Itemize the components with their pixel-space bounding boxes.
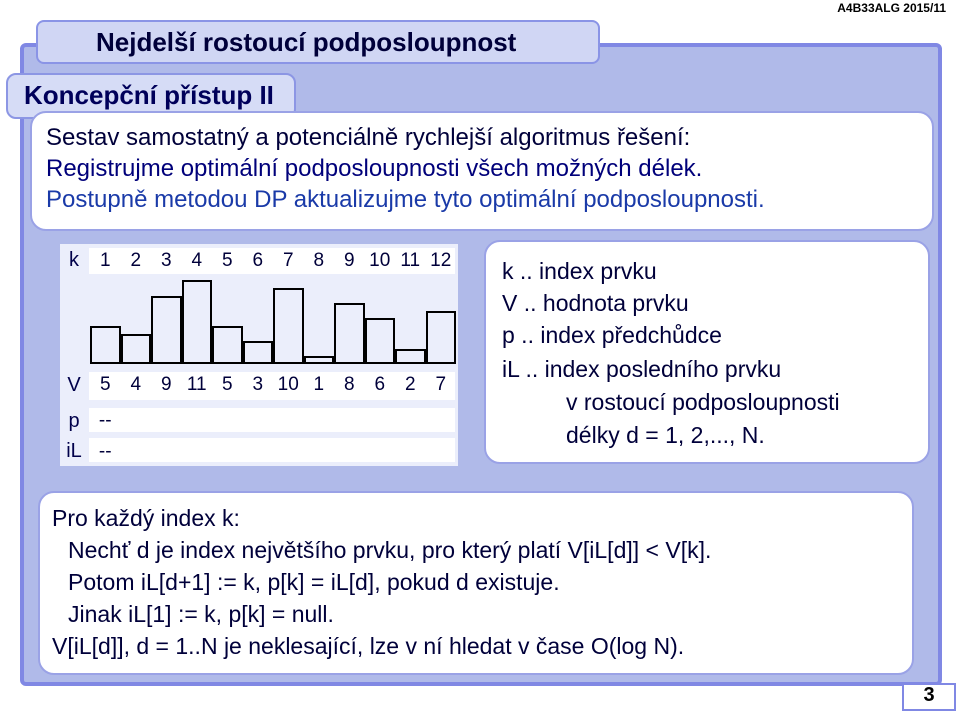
value-bar [90,326,121,364]
k-cell: 8 [313,250,325,271]
p-row-label: p [68,410,80,432]
rule-line: Nechť d je index největšího prvku, pro k… [68,537,712,563]
il-cell: -- [98,441,112,462]
rule-line: V[iL[d]], d = 1..N je neklesající, lze v… [52,633,685,659]
legend-line: iL .. index posledního prvku [502,356,782,382]
legend-line: V .. hodnota prvku [502,290,689,316]
v-cell: 3 [252,374,264,395]
k-cell: 5 [221,250,233,271]
value-bar [303,356,334,364]
k-cell: 3 [160,250,172,271]
legend-box [484,240,930,464]
p-cell: -- [98,410,112,431]
rule-box [38,491,914,675]
v-row-label: V [67,374,81,396]
title-tab [36,20,600,64]
v-cell: 2 [404,374,416,395]
k-cell: 10 [369,250,391,271]
k-cell: 1 [99,250,111,271]
value-bar [151,295,182,364]
rule-line: Pro každý index k: [52,505,240,531]
p-row [89,408,455,432]
il-row [89,438,455,462]
slide-subtitle: Koncepční přístup II [24,80,274,110]
k-cell: 4 [191,250,203,271]
intro-line: Postupně metodou DP aktualizujme tyto op… [46,186,765,213]
v-row [89,372,455,400]
v-cell: 5 [99,374,111,395]
value-bar [273,288,304,364]
value-bar [395,348,426,364]
k-cell: 2 [130,250,142,271]
v-cell: 10 [277,374,299,395]
value-bar [242,341,273,364]
il-row-label: iL [66,440,82,462]
slide-title: Nejdelší rostoucí podposloupnost [96,27,517,57]
v-cell: 7 [435,374,447,395]
value-bar [120,333,151,364]
value-bar [181,280,212,364]
legend-line: délky d = 1, 2,..., N. [566,422,765,448]
intro-box [30,111,934,231]
rule-line: Jinak iL[1] := k, p[k] = null. [68,601,334,627]
v-cell: 11 [186,374,207,395]
rule-line: Potom iL[d+1] := k, p[k] = iL[d], pokud … [68,569,560,595]
k-row [89,248,455,274]
k-cell: 9 [343,250,355,271]
v-cell: 4 [130,374,142,395]
v-cell: 1 [313,374,325,395]
v-cell: 8 [343,374,355,395]
value-bar [212,326,243,364]
legend-line: v rostoucí podposloupnosti [566,389,840,415]
k-cell: 7 [282,250,294,271]
value-bar [364,318,395,364]
k-cell: 6 [252,250,264,271]
v-cell: 5 [221,374,233,395]
v-cell: 6 [374,374,386,395]
intro-line: Sestav samostatný a potenciálně rychlejš… [46,124,691,151]
k-cell: 11 [400,250,421,271]
k-cell: 12 [430,250,452,271]
page-number: 3 [923,684,935,706]
value-bar [425,310,456,364]
legend-line: p .. index předchůdce [502,322,722,348]
v-cell: 9 [160,374,172,395]
legend-line: k .. index prvku [502,258,657,284]
k-row-label: k [69,249,79,271]
course-code: A4B33ALG 2015/11 [837,1,946,15]
page-number-box [902,683,956,711]
value-bar [334,303,365,364]
intro-line: Registrujme optimální podposloupnosti vš… [46,155,703,182]
